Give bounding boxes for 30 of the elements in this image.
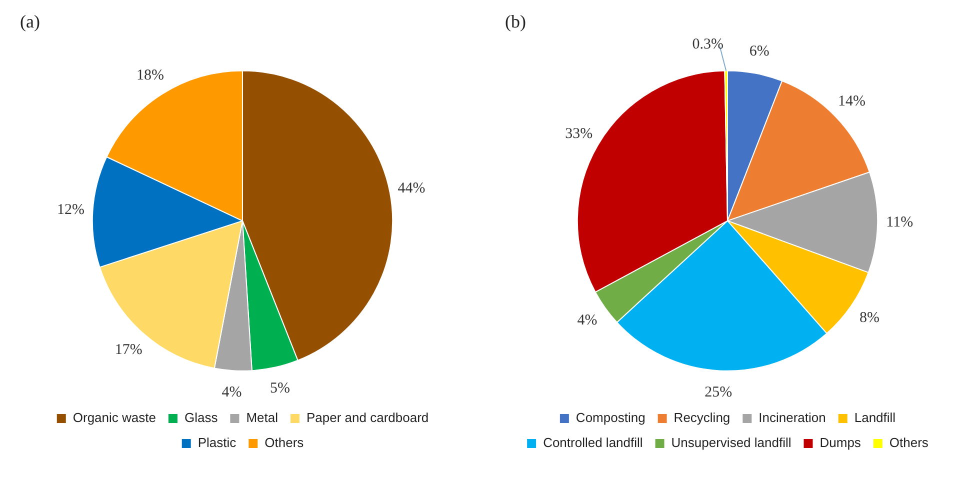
legend-label: Unsupervised landfill [671,435,792,450]
data-label: 4% [577,312,598,329]
data-label: 5% [270,380,290,397]
legend-label: Recycling [674,410,730,426]
data-label: 14% [838,94,866,110]
data-label: 18% [136,67,164,84]
data-label: 44% [398,180,426,196]
data-label: 11% [886,214,914,231]
data-label: 0.3% [692,36,724,53]
chart-title: (a) [20,12,40,32]
data-label: 25% [704,384,732,401]
legend-label: Incineration [758,410,826,426]
legend-label: Paper and cardboard [306,410,429,426]
data-label: 4% [222,384,242,401]
legend-label: Controlled landfill [543,435,643,450]
legend-label: Organic waste [72,410,156,426]
legend-label: Glass [184,410,218,426]
data-label: 8% [860,310,880,326]
chart-title: (b) [505,12,526,32]
legend-label: Others [264,435,304,450]
legend-label: Others [889,435,929,450]
data-label: 33% [565,126,593,142]
data-label: 12% [56,202,84,218]
data-label: 6% [749,44,770,60]
legend-label: Plastic [198,435,237,450]
legend-label: Landfill [854,410,896,426]
legend-label: Composting [576,410,646,426]
legend-label: Metal [246,410,278,426]
legend-label: Dumps [820,435,862,450]
data-label: 17% [114,342,142,358]
